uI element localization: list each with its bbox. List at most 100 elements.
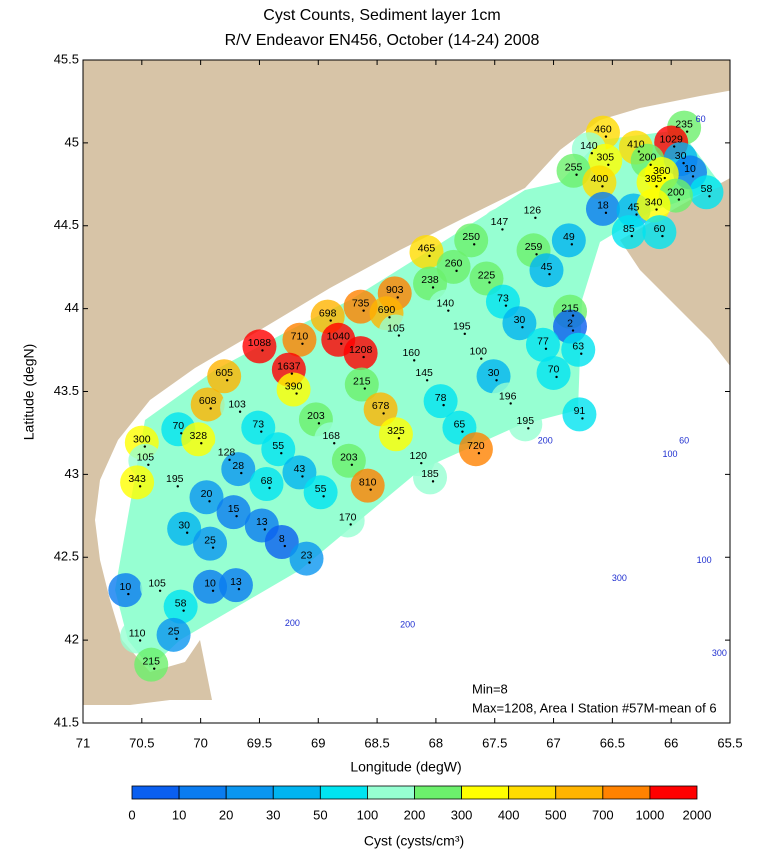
station-value: 305 [597,152,615,164]
station-value: 1637 [277,360,301,372]
station-dot [182,609,185,612]
y-tick-label: 43.5 [54,383,79,398]
station-dot [463,332,466,336]
station-value: 235 [675,118,693,130]
contour-blob [282,322,317,357]
x-tick-label: 66.5 [600,735,625,750]
station-value: 735 [352,297,370,309]
x-tick-label: 70 [193,735,207,750]
station-value: 23 [301,549,313,561]
station-dot [238,410,242,413]
station-value: 410 [627,138,645,150]
station-value: 200 [639,152,657,164]
depth-label: 60 [696,114,706,124]
station-value: 25 [168,626,180,638]
contour-blob [454,223,489,258]
station-dot [240,471,243,475]
station-dot [268,486,271,490]
station-value: 1040 [327,331,351,343]
station-dot [630,234,634,238]
contour-blob [264,525,299,560]
station-value: 30 [178,520,190,532]
contour-blob [242,329,277,364]
station-dot [663,176,666,180]
station-value: 55 [315,483,327,495]
depth-label: 300 [712,648,727,658]
station-value: 720 [467,440,485,452]
station-value: 58 [701,183,713,195]
colorbar-tick-label: 700 [592,807,614,822]
colorbar-tick-label: 200 [404,807,426,822]
station-value: 140 [580,140,598,152]
depth-label: 300 [612,573,627,583]
station-value: 698 [319,307,337,319]
colorbar-bin [555,785,604,800]
station-value: 195 [517,415,535,427]
colorbar-bin [602,785,651,800]
contour-blob [458,432,493,467]
station-dot [461,430,464,433]
station-dot [420,461,423,465]
station-dot [535,253,538,256]
station-dot [147,463,150,466]
station-dot [425,379,429,382]
colorbar-bin [649,785,698,800]
colorbar-bin [414,785,462,800]
station-dot [175,637,178,641]
contour-blob [482,208,517,243]
station-value: 203 [340,452,358,464]
station-dot [211,589,215,592]
station-value: 903 [386,284,404,296]
station-value: 810 [359,476,377,488]
station-dot [362,355,365,359]
contour-blob [502,306,537,341]
colorbar-bin [367,785,415,800]
station-value: 215 [142,655,160,667]
contour-blob [120,465,155,500]
contour-blob [407,359,442,394]
station-dot [601,185,604,188]
station-value: 460 [594,123,612,135]
x-tick-label: 71 [76,735,90,750]
station-dot [127,592,130,596]
contour-blob [689,175,724,210]
station-value: 58 [175,597,187,609]
y-tick-label: 42 [65,632,79,647]
station-value: 328 [190,430,208,442]
station-dot [301,342,304,346]
station-dot [382,412,385,415]
station-dot [555,375,558,379]
contour-blob [556,153,591,188]
station-value: 85 [623,223,635,235]
station-value: 340 [645,196,663,208]
depth-label: 100 [697,555,712,565]
contour-blob [220,390,255,425]
station-value: 30 [675,150,687,162]
x-tick-label: 68 [429,735,443,750]
station-dot [340,342,343,346]
station-value: 343 [128,473,146,485]
contour-blob [378,417,413,452]
station-value: 195 [166,473,184,485]
station-value: 63 [572,341,584,353]
station-value: 195 [453,321,471,333]
station-dot [211,546,215,549]
station-dot [488,281,491,284]
x-tick-label: 70.5 [129,735,154,750]
station-value: 55 [272,440,284,452]
contour-blob [562,397,597,432]
station-dot [649,163,652,166]
station-dot [363,387,366,390]
y-tick-label: 45.5 [54,51,79,66]
station-dot [548,272,551,276]
station-value: 260 [445,258,463,270]
station-value: 77 [537,336,549,348]
colorbar-tick-label: 400 [498,807,520,822]
station-dot [495,379,498,382]
contour-blob [207,359,242,394]
contour-blob [156,617,191,652]
station-dot [176,485,179,488]
contour-blob [529,253,564,288]
x-tick-label: 67.5 [482,735,507,750]
x-tick-label: 67 [546,735,560,750]
